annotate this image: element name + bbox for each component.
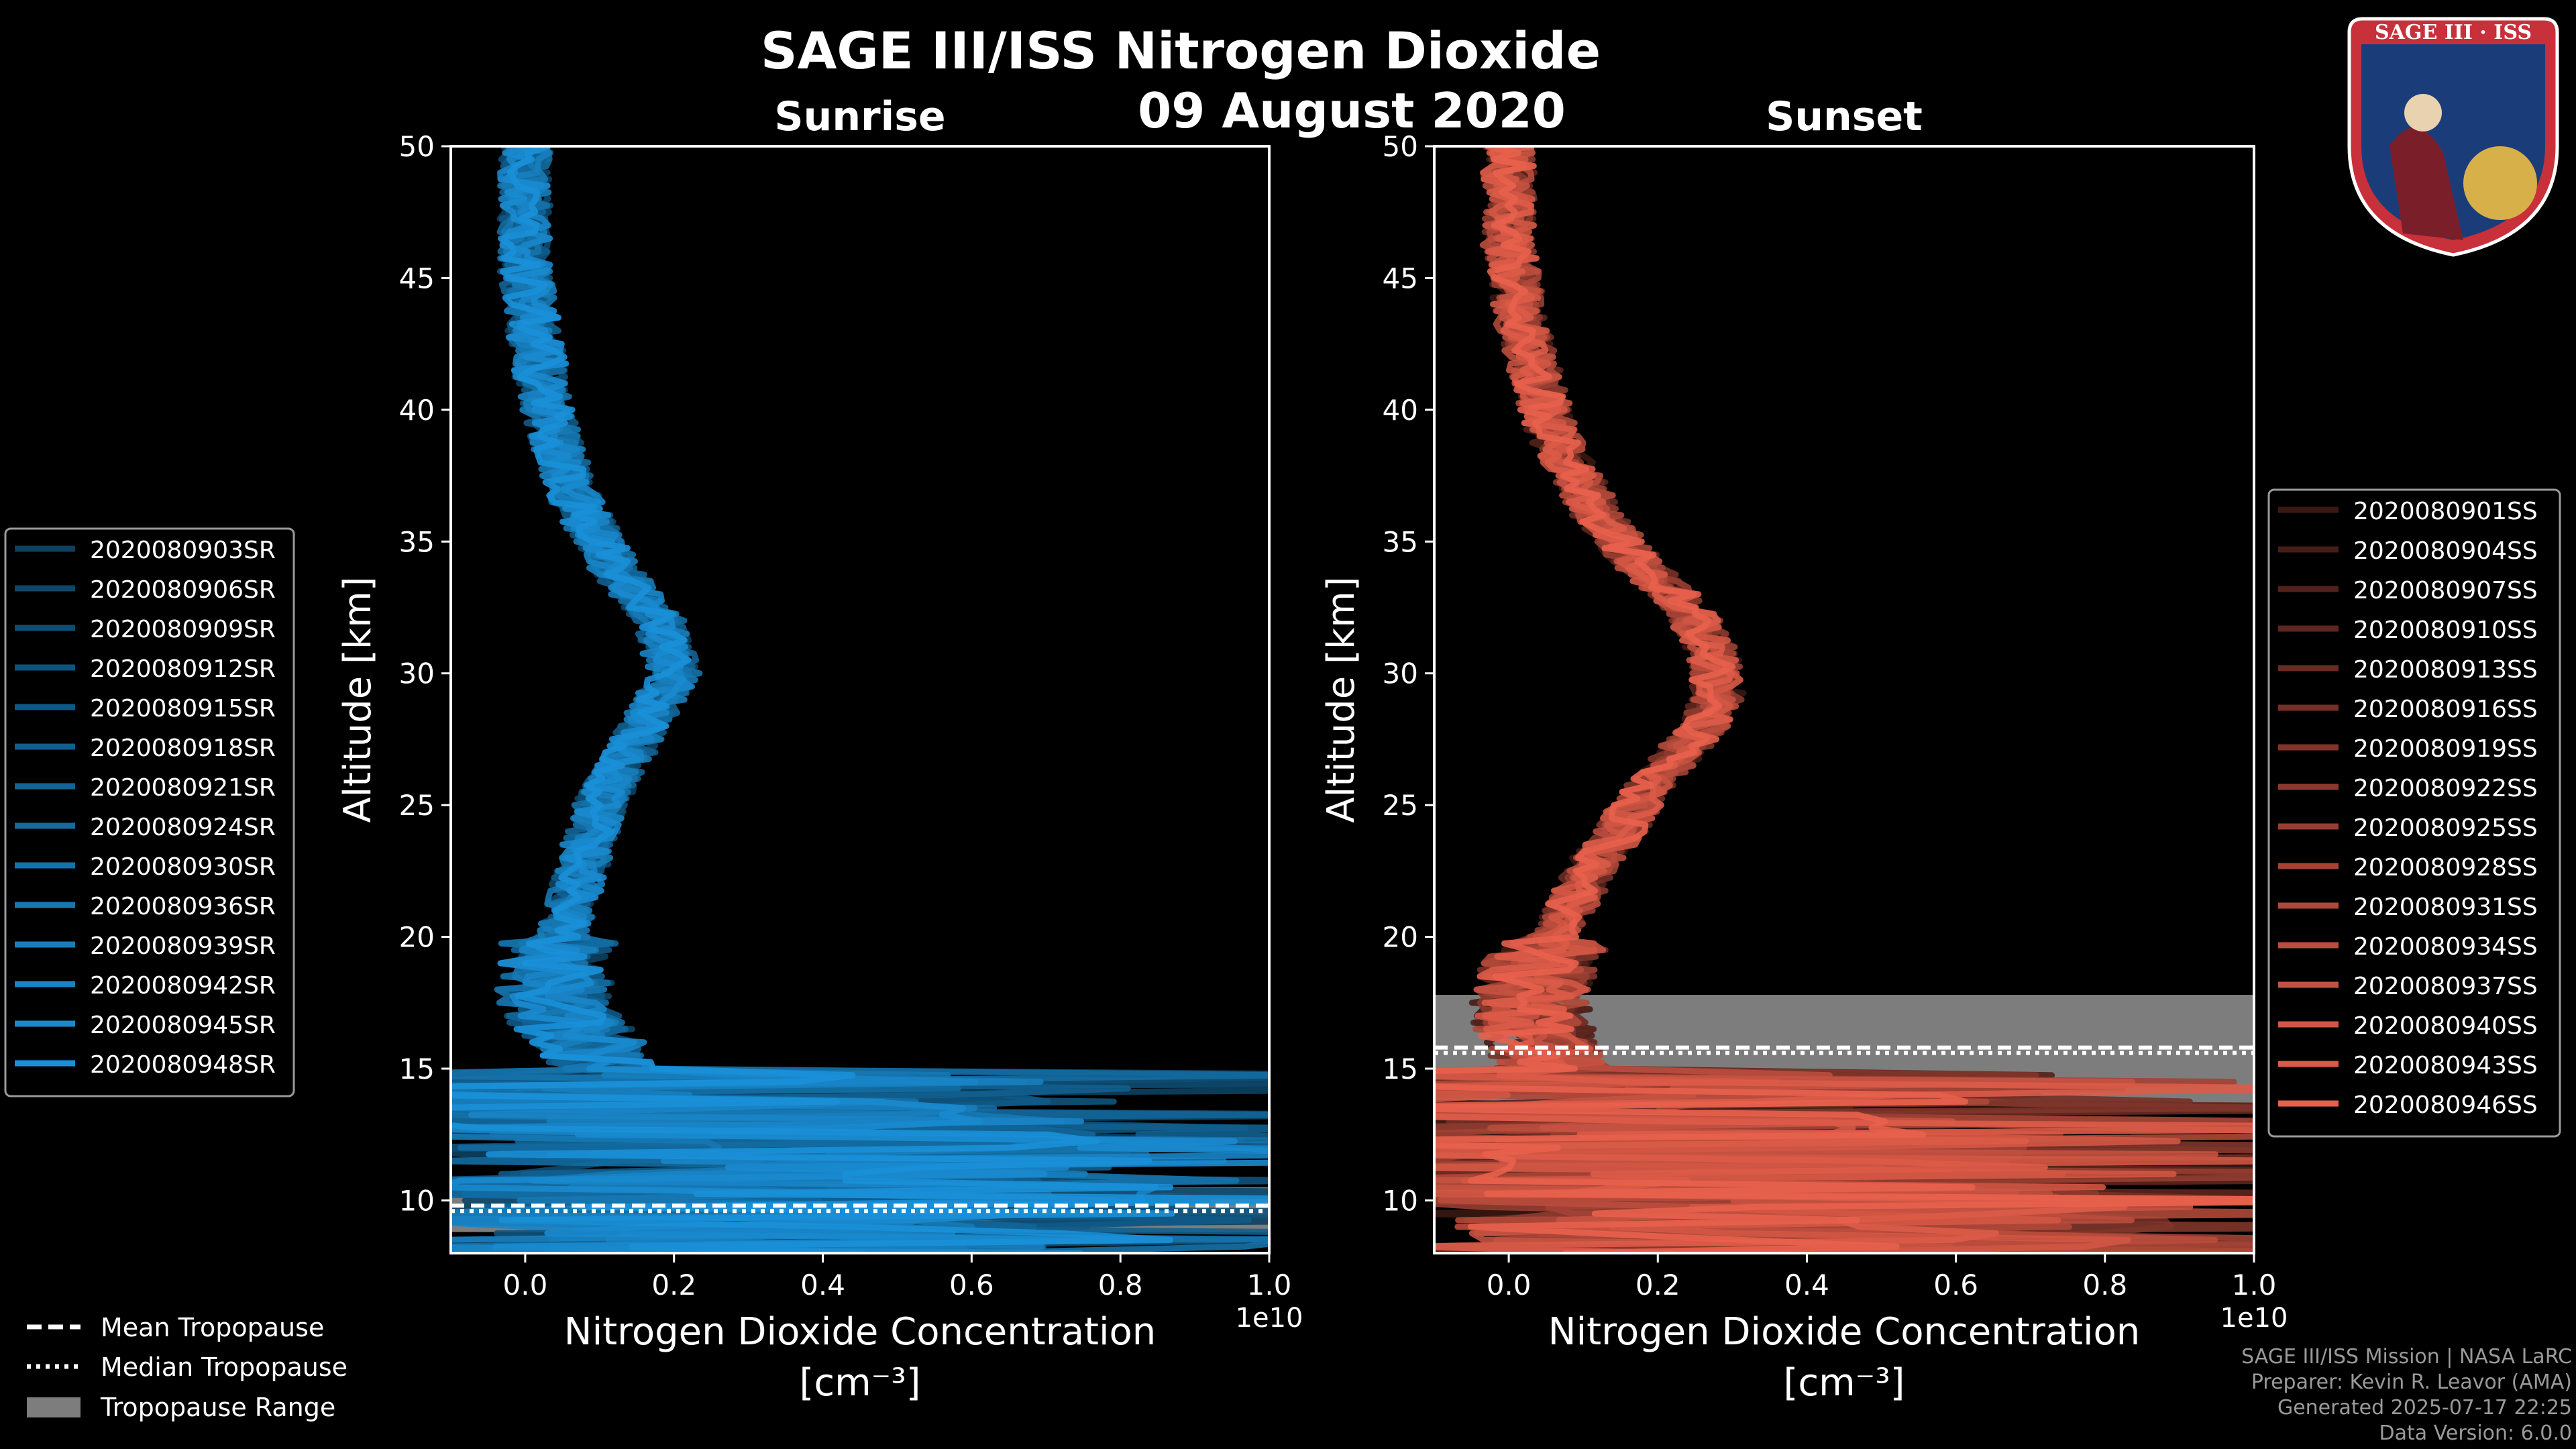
- y-tick-label: 20: [1383, 921, 1418, 954]
- x-tick-label: 0.8: [1098, 1269, 1143, 1301]
- legend-entry: 2020080919SS: [2353, 735, 2538, 763]
- credits-version: Data Version: 6.0.0: [2379, 1421, 2572, 1445]
- plot-frame: [1433, 145, 2255, 1254]
- x-tick-label: 0.0: [1487, 1269, 1532, 1301]
- y-tick-label: 20: [399, 921, 435, 954]
- legend-entry: 2020080912SR: [90, 655, 276, 683]
- legend-entry: 2020080928SS: [2353, 854, 2538, 881]
- legend-entry: 2020080909SR: [90, 616, 276, 643]
- legend-entry: 2020080913SS: [2353, 656, 2538, 684]
- legend-entry: 2020080907SS: [2353, 577, 2538, 604]
- sunrise-legend: 2020080903SR 2020080906SR 2020080909SR 2020…: [4, 527, 295, 1097]
- y-tick-label: 50: [399, 130, 435, 163]
- y-tick-label: 40: [399, 394, 435, 427]
- y-tick-label: 10: [399, 1184, 435, 1217]
- x-tick-label: 0.6: [1933, 1269, 1978, 1301]
- x-tick-label: 0.4: [1784, 1269, 1829, 1301]
- sunrise-panel: 0.0 0.2 0.4 0.6 0.8 1.0 10 15 20 25 30 35 40 45 50 Sunr…: [336, 93, 1303, 1405]
- legend-entry: 2020080921SR: [90, 774, 276, 802]
- x-axis-unit: [cm⁻³]: [1783, 1361, 1904, 1405]
- y-axis-label: Altitude [km]: [1320, 576, 1363, 822]
- profile-line-2020080945SR: [451, 146, 1269, 1253]
- credits-block: SAGE III/ISS Mission | NASA LaRC Prepare…: [2241, 1344, 2572, 1446]
- legend-entry: 2020080916SS: [2353, 696, 2538, 723]
- y-tick-label: 35: [1383, 525, 1418, 558]
- tropopause-legend: Mean Tropopause Median Tropopause Tropop…: [27, 1313, 347, 1422]
- legend-entry: 2020080901SS: [2353, 498, 2538, 525]
- legend-entry: 2020080936SR: [90, 893, 276, 920]
- panel-subtitle: Sunrise: [774, 93, 945, 140]
- legend-entry: 2020080931SS: [2353, 894, 2538, 921]
- legend-entry: 2020080924SR: [90, 814, 276, 841]
- y-tick-label: 25: [1383, 789, 1418, 822]
- mean-tropopause-label: Mean Tropopause: [101, 1313, 324, 1342]
- y-tick-label: 15: [1383, 1053, 1418, 1085]
- legend-box: [4, 527, 295, 1097]
- profile-line-2020080948SR: [451, 146, 1269, 1253]
- legend-entry: 2020080922SS: [2353, 775, 2538, 802]
- legend-entry: 2020080948SR: [90, 1051, 276, 1079]
- y-tick-label: 30: [399, 657, 435, 690]
- panel-subtitle: Sunset: [1766, 93, 1923, 140]
- chart-date: 09 August 2020: [1138, 83, 1566, 139]
- x-tick-label: 0.0: [503, 1269, 548, 1301]
- sage-mission-logo: SAGE III · ISS: [2347, 17, 2559, 257]
- y-tick-label: 45: [1383, 262, 1418, 294]
- x-tick-label: 0.2: [1635, 1269, 1680, 1301]
- tropopause-range-swatch: [27, 1397, 80, 1417]
- legend-entry: 2020080903SR: [90, 537, 276, 564]
- y-tick-label: 40: [1383, 394, 1418, 427]
- profile-line-2020080946SS: [1434, 146, 2254, 1253]
- legend-entry: 2020080910SS: [2353, 616, 2538, 644]
- tropopause-range-label: Tropopause Range: [100, 1393, 335, 1422]
- y-tick-label: 10: [1383, 1184, 1418, 1217]
- x-tick-label: 0.8: [2082, 1269, 2127, 1301]
- plot-frame: [449, 145, 1271, 1254]
- legend-entry: 2020080904SS: [2353, 537, 2538, 565]
- y-tick-label: 50: [1383, 130, 1418, 163]
- legend-entry: 2020080930SR: [90, 853, 276, 881]
- x-axis-label: Nitrogen Dioxide Concentration: [1548, 1310, 2141, 1354]
- y-tick-label: 45: [399, 262, 435, 294]
- legend-entry: 2020080945SR: [90, 1012, 276, 1039]
- x-tick-label: 0.4: [800, 1269, 845, 1301]
- median-tropopause-label: Median Tropopause: [101, 1352, 347, 1382]
- x-tick-label: 0.2: [651, 1269, 696, 1301]
- credits-mission: SAGE III/ISS Mission | NASA LaRC: [2241, 1345, 2572, 1368]
- chart-title: SAGE III/ISS Nitrogen Dioxide: [761, 21, 1601, 80]
- credits-preparer: Preparer: Kevin R. Leavor (AMA): [2251, 1371, 2572, 1394]
- y-tick-label: 30: [1383, 657, 1418, 690]
- y-tick-label: 25: [399, 789, 435, 822]
- x-axis-multiplier: 1e10: [2220, 1303, 2288, 1334]
- credits-generated: Generated 2025-07-17 22:25: [2277, 1396, 2572, 1419]
- legend-entry: 2020080943SS: [2353, 1052, 2538, 1079]
- legend-entry: 2020080918SR: [90, 735, 276, 762]
- x-tick-label: 1.0: [1247, 1269, 1292, 1301]
- y-tick-label: 15: [399, 1053, 435, 1085]
- legend-box: [2267, 488, 2561, 1138]
- x-axis-unit: [cm⁻³]: [799, 1361, 920, 1405]
- legend-entry: 2020080934SS: [2353, 933, 2538, 961]
- legend-entry: 2020080925SS: [2353, 814, 2538, 842]
- x-axis-multiplier: 1e10: [1236, 1303, 1303, 1334]
- legend-entry: 2020080942SR: [90, 972, 276, 1000]
- y-axis-label: Altitude [km]: [336, 576, 380, 822]
- legend-entry: 2020080915SR: [90, 695, 276, 722]
- legend-entry: 2020080906SR: [90, 576, 276, 604]
- legend-entry: 2020080946SS: [2353, 1091, 2538, 1119]
- legend-entry: 2020080940SS: [2353, 1012, 2538, 1040]
- x-axis-label: Nitrogen Dioxide Concentration: [564, 1310, 1157, 1354]
- y-tick-label: 35: [399, 525, 435, 558]
- svg-text:SAGE III · ISS: SAGE III · ISS: [2375, 21, 2532, 44]
- legend-entry: 2020080937SS: [2353, 973, 2538, 1000]
- x-tick-label: 1.0: [2232, 1269, 2277, 1301]
- legend-entry: 2020080939SR: [90, 932, 276, 960]
- x-tick-label: 0.6: [949, 1269, 994, 1301]
- sunset-panel: 0.0 0.2 0.4 0.6 0.8 1.0 10 15 20 25 30 35 40 45 50 Suns…: [1320, 93, 2288, 1405]
- sunset-legend: 2020080901SS 2020080904SS 2020080907SS 2020…: [2267, 488, 2561, 1138]
